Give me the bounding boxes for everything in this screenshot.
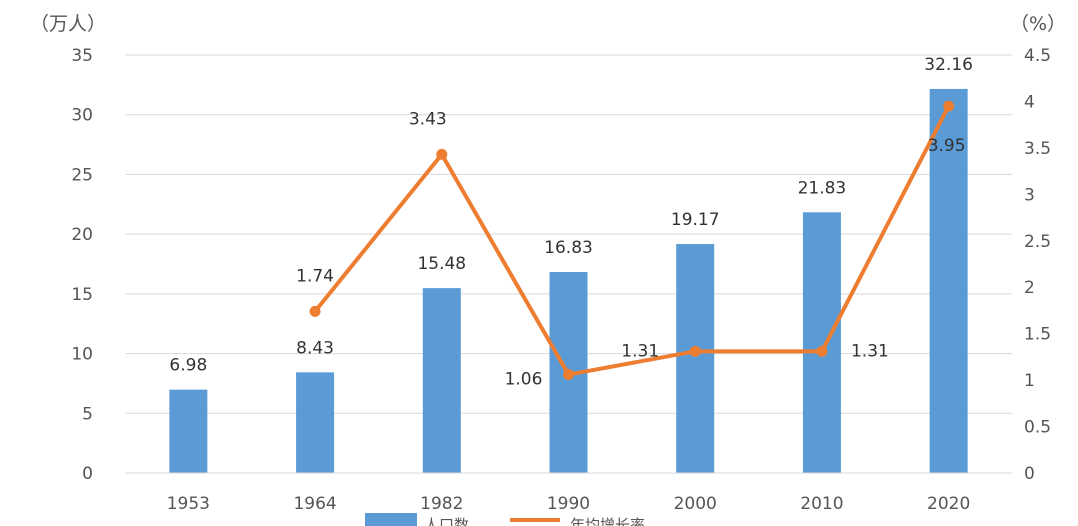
- left-axis-tick: 0: [82, 464, 93, 484]
- right-axis-tick: 3.5: [1024, 139, 1051, 159]
- line-value-label: 1.74: [296, 266, 334, 286]
- legend-line-label: 年均增长率: [570, 516, 645, 526]
- bar: [422, 288, 461, 473]
- bar-value-label: 21.83: [798, 178, 847, 198]
- left-axis-tick: 10: [71, 345, 93, 365]
- line-value-label: 3.95: [928, 136, 966, 156]
- left-axis-tick: 35: [71, 46, 93, 66]
- left-axis-tick: 20: [71, 225, 93, 245]
- line-point: [816, 345, 828, 357]
- bar-value-label: 8.43: [296, 338, 334, 358]
- bar-series: [169, 88, 968, 474]
- bar: [169, 389, 208, 473]
- x-axis-tick: 2020: [927, 494, 970, 514]
- line-point: [689, 345, 701, 357]
- line-point: [943, 100, 955, 112]
- right-axis-tick: 1: [1024, 371, 1035, 391]
- data-labels: 6.98 8.43 15.48 16.83 19.17 21.83 32.16 1.74 3.4…: [169, 55, 973, 390]
- bar-value-label: 6.98: [169, 356, 207, 376]
- x-axis-tick: 1990: [547, 494, 590, 514]
- x-axis-tick: 1964: [293, 494, 336, 514]
- bar: [802, 212, 841, 474]
- bar: [296, 372, 335, 473]
- bar: [929, 88, 968, 473]
- left-axis-tick: 25: [71, 165, 93, 185]
- x-axis-tick: 2010: [800, 494, 843, 514]
- left-axis-tick: 15: [71, 285, 93, 305]
- right-axis-tick: 3: [1024, 185, 1035, 205]
- right-axis-tick: 4.5: [1024, 46, 1051, 66]
- left-axis-tick: 5: [82, 404, 93, 424]
- line-value-label: 3.43: [409, 109, 447, 129]
- legend-bar-label: 人口数: [424, 516, 469, 526]
- line-point: [563, 369, 574, 381]
- line-value-label: 1.06: [505, 370, 543, 390]
- right-axis-tick: 4: [1024, 92, 1035, 112]
- line-point: [436, 148, 448, 160]
- x-axis-tick: 2000: [674, 494, 717, 514]
- right-axis-tick: 0.5: [1024, 418, 1051, 438]
- axes: （万人） （%） 0 5 10 15 20 25 30 35 0 0.5 1 1.5 2 2.5 3 3.5 4…: [30, 13, 1066, 514]
- x-axis-tick: 1982: [420, 494, 463, 514]
- growth-rate-line: [313, 105, 951, 377]
- right-axis-tick: 1.5: [1024, 325, 1051, 345]
- line-value-label: 1.31: [851, 341, 889, 361]
- bar: [676, 244, 715, 473]
- bar-value-label: 15.48: [417, 254, 466, 274]
- legend: 人口数 年均增长率: [365, 513, 645, 526]
- left-axis-unit: （万人）: [30, 13, 106, 35]
- right-axis-tick: 2.5: [1024, 232, 1051, 252]
- legend-bar-swatch: [365, 513, 417, 526]
- line-series: [309, 100, 955, 381]
- bar-value-label: 19.17: [671, 210, 720, 230]
- right-axis-unit: （%）: [1010, 13, 1066, 35]
- bar-value-label: 16.83: [544, 238, 593, 258]
- line-point: [309, 305, 321, 317]
- right-axis-tick: 0: [1024, 464, 1035, 484]
- bar-value-label: 32.16: [924, 55, 973, 75]
- line-value-label: 1.31: [621, 341, 659, 361]
- x-axis-tick: 1953: [167, 494, 210, 514]
- right-axis-tick: 2: [1024, 278, 1035, 298]
- left-axis-tick: 30: [71, 106, 93, 126]
